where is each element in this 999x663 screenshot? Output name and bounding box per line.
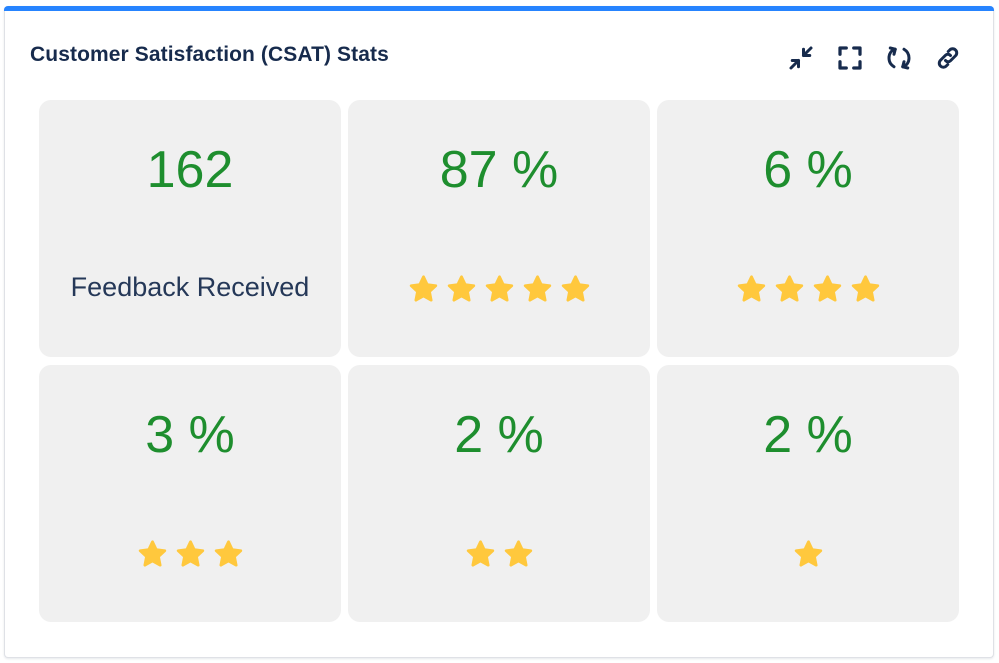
feedback-label: Feedback Received bbox=[70, 272, 310, 302]
link-button[interactable] bbox=[931, 41, 965, 75]
star-icon bbox=[175, 539, 206, 570]
star-icon bbox=[560, 274, 591, 305]
star-rating bbox=[39, 539, 341, 570]
star-icon bbox=[213, 539, 244, 570]
star-icon bbox=[793, 539, 824, 570]
three-star-percent: 3 % bbox=[145, 406, 235, 464]
stat-card-3-star: 3 % bbox=[39, 365, 341, 622]
four-star-percent: 6 % bbox=[763, 141, 853, 199]
star-icon bbox=[850, 274, 881, 305]
feedback-count: 162 bbox=[146, 141, 234, 199]
fullscreen-icon bbox=[838, 46, 862, 70]
star-rating bbox=[657, 274, 959, 305]
stat-card-feedback: 162 Feedback Received bbox=[39, 100, 341, 357]
star-rating bbox=[348, 539, 650, 570]
star-icon bbox=[465, 539, 496, 570]
link-icon bbox=[937, 47, 959, 69]
csat-gadget: Customer Satisfaction (CSAT) Stats bbox=[4, 6, 994, 658]
stats-grid: 162 Feedback Received 87 % 6 % 3 % 2 % 2… bbox=[39, 100, 959, 622]
gadget-accent-bar bbox=[4, 6, 994, 11]
two-star-percent: 2 % bbox=[454, 406, 544, 464]
five-star-percent: 87 % bbox=[439, 141, 559, 199]
gadget-header: Customer Satisfaction (CSAT) Stats bbox=[5, 11, 993, 91]
star-icon bbox=[503, 539, 534, 570]
star-icon bbox=[446, 274, 477, 305]
star-icon bbox=[137, 539, 168, 570]
fullscreen-button[interactable] bbox=[833, 41, 867, 75]
refresh-button[interactable] bbox=[882, 41, 916, 75]
star-rating bbox=[657, 539, 959, 570]
star-icon bbox=[774, 274, 805, 305]
gadget-title: Customer Satisfaction (CSAT) Stats bbox=[30, 43, 389, 66]
star-icon bbox=[484, 274, 515, 305]
star-icon bbox=[408, 274, 439, 305]
one-star-percent: 2 % bbox=[763, 406, 853, 464]
gadget-actions bbox=[784, 41, 965, 75]
minimize-button[interactable] bbox=[784, 41, 818, 75]
stat-card-1-star: 2 % bbox=[657, 365, 959, 622]
star-rating bbox=[348, 274, 650, 305]
stat-card-5-star: 87 % bbox=[348, 100, 650, 357]
star-icon bbox=[522, 274, 553, 305]
stat-card-4-star: 6 % bbox=[657, 100, 959, 357]
refresh-icon bbox=[887, 46, 911, 70]
star-icon bbox=[812, 274, 843, 305]
star-icon bbox=[736, 274, 767, 305]
minimize-icon bbox=[789, 46, 813, 70]
stat-card-2-star: 2 % bbox=[348, 365, 650, 622]
